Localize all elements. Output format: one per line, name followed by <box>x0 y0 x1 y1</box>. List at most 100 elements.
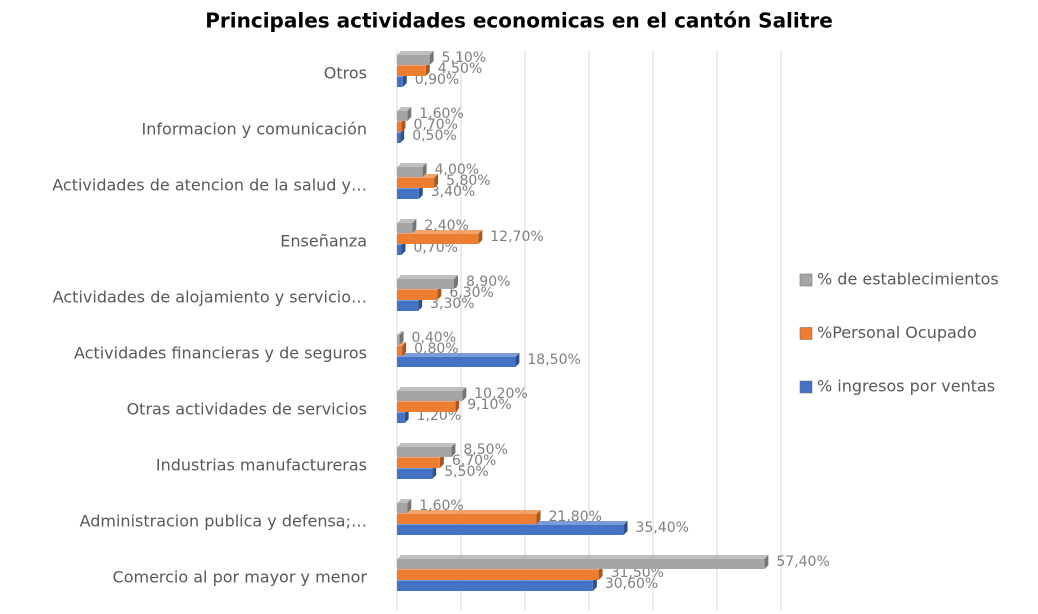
legend-label: %Personal Ocupado <box>817 323 977 342</box>
bar-top <box>397 275 458 279</box>
bar-side <box>451 443 456 457</box>
bar-side <box>432 465 437 479</box>
y-tick-label: Actividades financieras y de seguros <box>74 344 367 363</box>
bar <box>397 301 419 311</box>
bar-side <box>453 275 458 289</box>
bar-side <box>402 73 407 87</box>
bar-side <box>418 185 423 199</box>
value-label: 2,40% <box>424 218 468 234</box>
bar-side <box>407 107 412 121</box>
bar-top <box>397 443 456 447</box>
bar-top <box>397 387 467 391</box>
value-label: 6,70% <box>452 453 496 469</box>
bar <box>397 223 413 233</box>
legend-swatch <box>799 273 813 287</box>
value-label: 5,50% <box>444 464 488 480</box>
value-label: 0,90% <box>415 72 459 88</box>
value-label: 4,00% <box>435 162 479 178</box>
value-label: 6,30% <box>449 285 493 301</box>
bar <box>397 581 593 591</box>
bar-side <box>764 555 769 569</box>
bar <box>397 55 430 65</box>
bar-side <box>404 409 409 423</box>
bar-side <box>437 286 442 300</box>
bar <box>397 234 479 244</box>
bar <box>397 279 454 289</box>
legend-label: % ingresos por ventas <box>817 377 995 396</box>
y-tick-label: Industrias manufactureras <box>156 456 367 475</box>
value-label: 0,80% <box>414 341 458 357</box>
bar-side <box>402 342 407 356</box>
y-tick-label: Enseñanza <box>280 232 367 251</box>
bar-side <box>412 219 417 233</box>
bar-side <box>425 62 430 76</box>
legend-swatch <box>799 380 813 394</box>
bar-side <box>399 331 404 345</box>
bar-side <box>515 353 520 367</box>
legend-swatch <box>799 327 813 340</box>
y-tick-label: Actividades de atencion de la salud y… <box>52 176 367 195</box>
value-label: 35,40% <box>636 520 689 536</box>
bar <box>397 335 400 345</box>
bar-top <box>397 353 520 357</box>
bar <box>397 133 401 143</box>
bar-side <box>418 297 423 311</box>
bar-top <box>397 499 412 503</box>
bar <box>397 525 624 535</box>
bar <box>397 189 419 199</box>
bar-side <box>429 51 434 65</box>
bar <box>397 402 456 412</box>
bar <box>397 346 403 356</box>
y-tick-label: Administracion publica y defensa;… <box>80 512 367 531</box>
bar <box>397 570 599 580</box>
bar <box>397 447 452 457</box>
bar-side <box>434 174 439 188</box>
bar-top <box>397 51 434 55</box>
value-label: 1,60% <box>419 498 463 514</box>
bar <box>397 167 423 177</box>
bar-side <box>623 521 628 535</box>
value-label: 0,40% <box>412 330 456 346</box>
bar-top <box>397 107 412 111</box>
value-label: 3,40% <box>431 184 475 200</box>
legend-label: % de establecimientos <box>817 270 999 289</box>
value-label: 18,50% <box>527 352 580 368</box>
bar <box>397 458 440 468</box>
value-label: 9,10% <box>467 397 511 413</box>
value-label: 57,40% <box>776 554 829 570</box>
bar-side <box>401 118 406 132</box>
bar <box>397 122 402 132</box>
bar <box>397 391 463 401</box>
y-tick-label: Actividades de alojamiento y servicio… <box>53 288 367 307</box>
value-label: 0,50% <box>412 128 456 144</box>
bar-top <box>397 555 769 559</box>
bar <box>397 514 537 524</box>
bar <box>397 77 403 87</box>
value-label: 4,50% <box>438 61 482 77</box>
bar <box>397 413 405 423</box>
bar <box>397 357 516 367</box>
value-label: 8,90% <box>466 274 510 290</box>
bar-side <box>478 230 483 244</box>
value-label: 10,20% <box>474 386 527 402</box>
bar-top <box>397 219 417 223</box>
bar-side <box>598 566 603 580</box>
bar <box>397 245 402 255</box>
bar-side <box>455 398 460 412</box>
bar <box>397 503 408 513</box>
value-label: 3,30% <box>430 296 474 312</box>
value-label: 21,80% <box>549 509 602 525</box>
value-label: 5,80% <box>446 173 490 189</box>
value-label: 1,60% <box>419 106 463 122</box>
value-label: 30,60% <box>605 576 658 592</box>
bar <box>397 469 433 479</box>
bar-side <box>401 241 406 255</box>
bar <box>397 559 765 569</box>
y-tick-label: Otros <box>324 64 367 83</box>
bar <box>397 66 426 76</box>
bar <box>397 111 408 121</box>
y-tick-label: Informacion y comunicación <box>142 120 367 139</box>
y-tick-label: Comercio al por mayor y menor <box>113 568 368 587</box>
bar-top <box>397 331 404 335</box>
